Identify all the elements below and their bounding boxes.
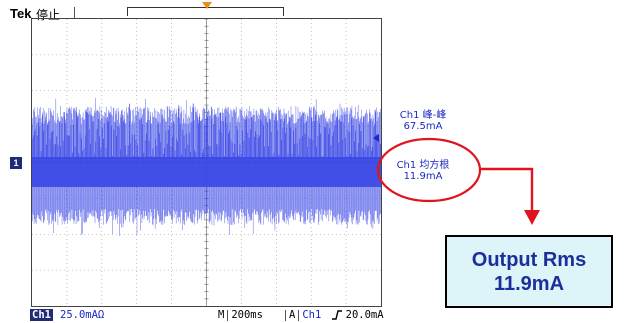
status-vertical-scale: 25.0mAΩ bbox=[60, 309, 105, 321]
measurement-pkpk-value: 67.5mA bbox=[403, 121, 443, 132]
callout-value: 11.9mA bbox=[493, 273, 565, 295]
measurement-rms-label: Ch1 均方根 bbox=[396, 160, 450, 171]
status-bar: Ch1 25.0mAΩ M 200ms A Ch1 20.0mA bbox=[0, 307, 629, 323]
measurement-pkpk: Ch1 峰-峰 67.5mA bbox=[386, 110, 460, 132]
status-channel-badge: Ch1 bbox=[30, 309, 53, 321]
highlight-ellipse bbox=[376, 137, 482, 203]
status-timebase: M 200ms bbox=[218, 309, 263, 321]
waveform-spikes bbox=[31, 103, 381, 159]
trigger-prefix: A bbox=[289, 309, 296, 321]
measurement-rms-value: 11.9mA bbox=[403, 171, 443, 182]
arrow-down-icon bbox=[524, 210, 540, 225]
brand-label: Tek bbox=[10, 6, 32, 21]
status-trigger: A Ch1 20.0mA bbox=[282, 309, 384, 321]
timebase-prefix: M bbox=[218, 309, 225, 321]
callout-title: Output Rms bbox=[471, 249, 587, 271]
measurement-rms: Ch1 均方根 11.9mA bbox=[386, 160, 460, 182]
output-rms-callout: Output Rms 11.9mA bbox=[445, 235, 613, 308]
divider bbox=[74, 7, 75, 19]
callout-connector bbox=[480, 167, 534, 212]
waveform-plot bbox=[31, 18, 381, 306]
trigger-level: 20.0mA bbox=[345, 309, 384, 321]
scope-display bbox=[31, 18, 382, 307]
ch1-ground-marker: 1 bbox=[10, 157, 22, 169]
trigger-position-icon bbox=[202, 2, 212, 9]
measurement-pkpk-label: Ch1 峰-峰 bbox=[399, 110, 447, 121]
pkpk-marker-icon bbox=[373, 134, 379, 142]
ch1-waveform bbox=[31, 98, 381, 236]
timebase-value: 200ms bbox=[231, 309, 263, 321]
trigger-channel: Ch1 bbox=[302, 309, 322, 321]
rising-edge-icon bbox=[331, 310, 342, 320]
waveform-core bbox=[32, 157, 381, 187]
